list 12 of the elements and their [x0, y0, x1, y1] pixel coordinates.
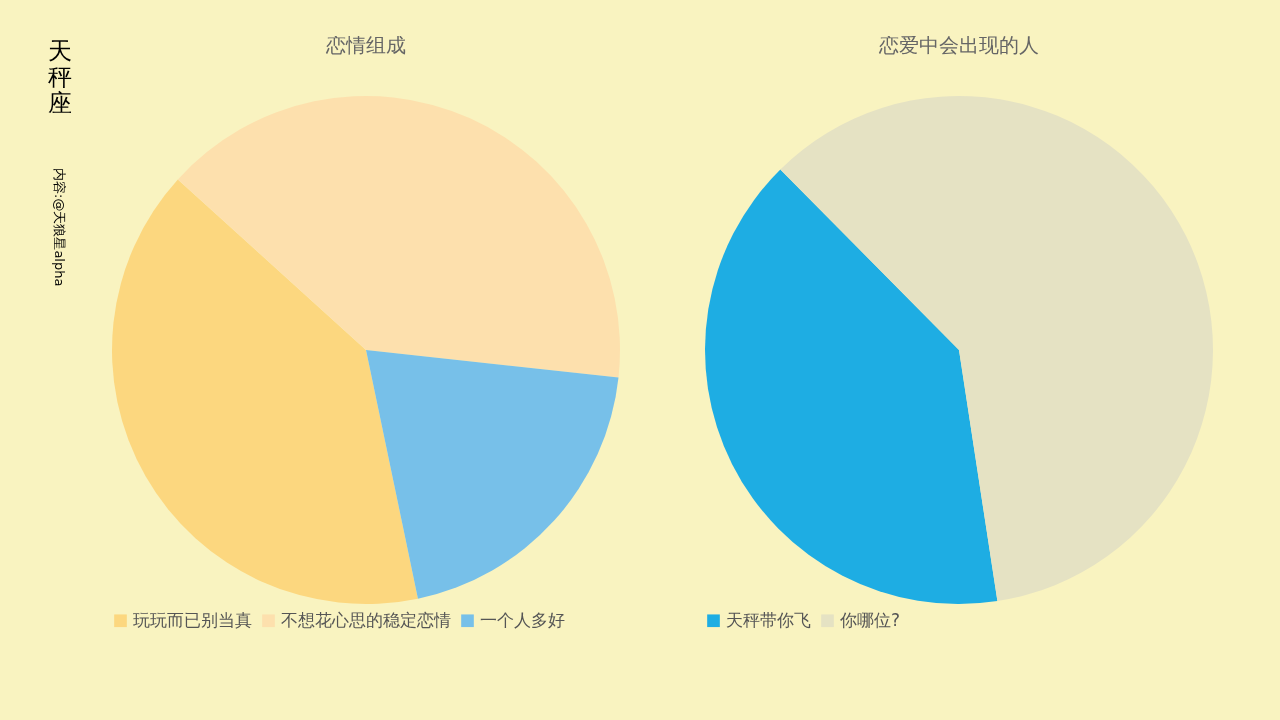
text: 天秤座: [47, 37, 73, 117]
pie-slice: [780, 96, 1213, 602]
legend-label: 不想花心思的稳定恋情: [281, 609, 451, 630]
pie-slice: [177, 96, 620, 378]
pie-slice: [366, 350, 619, 599]
legend-label: 一个人多好: [480, 609, 565, 630]
pie-slice: [705, 169, 998, 604]
legend-label: 你哪位?: [839, 609, 901, 630]
text: 内容:@天狼星alpha: [52, 168, 67, 287]
legend-label: 玩玩而已别当真: [133, 609, 252, 630]
legend-label: 天秤带你飞: [726, 609, 811, 630]
pie-slice: [112, 179, 418, 604]
